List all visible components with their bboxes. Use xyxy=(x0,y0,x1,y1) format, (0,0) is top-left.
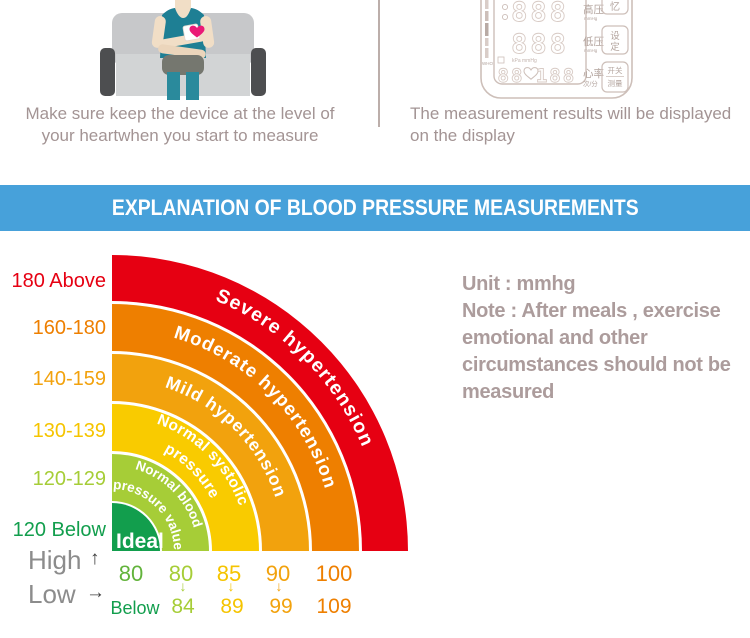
systolic-label-120-129: 120-129 xyxy=(32,468,106,490)
panel-divider xyxy=(378,0,380,127)
band-normal-systolic xyxy=(112,404,259,551)
systolic-label-180-above: 180 Above xyxy=(11,270,106,292)
band-mild xyxy=(112,354,309,551)
down-arrow-icon: ↓ xyxy=(227,578,235,594)
memory-button: 忆 xyxy=(601,0,629,15)
heart-icon xyxy=(189,25,205,38)
blood-pressure-fan-chart: Severe hypertension Moderate hypertensio… xyxy=(112,255,408,553)
svg-text:心率: 心率 xyxy=(583,67,604,80)
power-measure-button: 开关 测量 xyxy=(601,61,629,93)
diastolic-top-80a: 80 xyxy=(118,561,144,586)
svg-text:测量: 测量 xyxy=(608,79,623,88)
left-caption-line2: your heartwhen you start to measure xyxy=(41,126,319,145)
down-arrow-icon: ↓ xyxy=(179,578,187,594)
up-arrow-icon: ↑ xyxy=(90,548,100,569)
lcd-screen xyxy=(493,0,587,85)
who-label: WHO xyxy=(482,61,493,66)
systolic-digits: 888 xyxy=(511,0,569,28)
band-ideal xyxy=(112,503,160,551)
note-line4: measured xyxy=(462,381,555,403)
diastolic-top-90: 90 xyxy=(265,561,291,586)
svg-text:mmHg: mmHg xyxy=(584,48,598,53)
systolic-label-130-139: 130-139 xyxy=(32,420,106,442)
diastolic-top-85: 85 xyxy=(216,561,242,586)
banner-title: EXPLANATION OF BLOOD PRESSURE MEASUREMEN… xyxy=(111,195,639,220)
low-axis-label: Low xyxy=(28,579,76,609)
diastolic-top-100: 100 xyxy=(315,561,353,586)
note-line3: circumstances should not be xyxy=(462,354,731,376)
right-caption-line1: The measurement results will be displaye… xyxy=(410,104,732,123)
diastolic-bottom-84: 84 xyxy=(171,595,195,618)
band-normal-bp xyxy=(112,454,209,551)
diastolic-bottom-below: Below xyxy=(110,598,160,618)
person xyxy=(151,0,215,100)
unit-line: Unit : mmhg xyxy=(462,273,576,295)
svg-text:开关: 开关 xyxy=(608,65,623,75)
systolic-label-160-180: 160-180 xyxy=(32,317,106,339)
diastolic-bottom-89: 89 xyxy=(220,595,244,618)
ideal-label: Ideal xyxy=(116,530,164,553)
diastolic-top-80b: 80 xyxy=(168,561,194,586)
right-arrow-icon: → xyxy=(86,582,105,603)
pulse-digits: 188 xyxy=(536,65,576,87)
systolic-label-140-159: 140-159 xyxy=(32,368,106,390)
sofa-armrests xyxy=(100,48,266,96)
band-moderate xyxy=(112,304,359,551)
left-caption-line1: Make sure keep the device at the level o… xyxy=(25,104,335,123)
svg-text:次/分: 次/分 xyxy=(583,79,598,88)
high-axis-label: High xyxy=(28,545,82,575)
svg-text:高压: 高压 xyxy=(583,3,604,16)
note-block: Unit : mmhg Note : After meals , exercis… xyxy=(462,271,750,406)
svg-text:低压: 低压 xyxy=(583,35,604,48)
diastolic-bottom-99: 99 xyxy=(269,595,293,618)
down-arrow-icon: ↓ xyxy=(275,578,283,594)
band-severe xyxy=(112,255,408,551)
svg-text:mmHg: mmHg xyxy=(584,16,598,21)
section-banner: EXPLANATION OF BLOOD PRESSURE MEASUREMEN… xyxy=(0,185,750,231)
svg-text:忆: 忆 xyxy=(610,0,620,13)
lcd-side-labels: 高压 mmHg 低压 mmHg 心率 次/分 xyxy=(583,3,604,88)
diastolic-digits: 888 xyxy=(511,29,569,60)
lcd-small-icon xyxy=(497,56,505,64)
person-on-sofa-illustration xyxy=(100,0,266,100)
note-line1: Note : After meals , exercise xyxy=(462,300,721,322)
svg-text:定: 定 xyxy=(610,41,620,53)
right-caption-line2: on the display xyxy=(410,126,515,145)
note-line2: emotional and other xyxy=(462,327,648,349)
pulse-digits-small: 88 xyxy=(498,65,525,87)
bp-monitor-illustration: WHO 888 888 kPa mmHg 88 188 高压 mmHg 低压 m… xyxy=(480,0,633,99)
left-caption: Make sure keep the device at the level o… xyxy=(15,103,345,147)
diastolic-bottom-109: 109 xyxy=(316,595,352,618)
right-caption: The measurement results will be displaye… xyxy=(410,103,740,147)
set-button: 设 定 xyxy=(601,25,629,55)
pulse-heart-icon xyxy=(523,67,539,80)
units-row-label: kPa mmHg xyxy=(512,58,537,64)
lcd-icons xyxy=(501,3,509,21)
svg-text:设: 设 xyxy=(610,31,620,42)
systolic-label-120-below: 120 Below xyxy=(12,519,106,541)
who-indicator-bar: WHO xyxy=(482,0,493,66)
